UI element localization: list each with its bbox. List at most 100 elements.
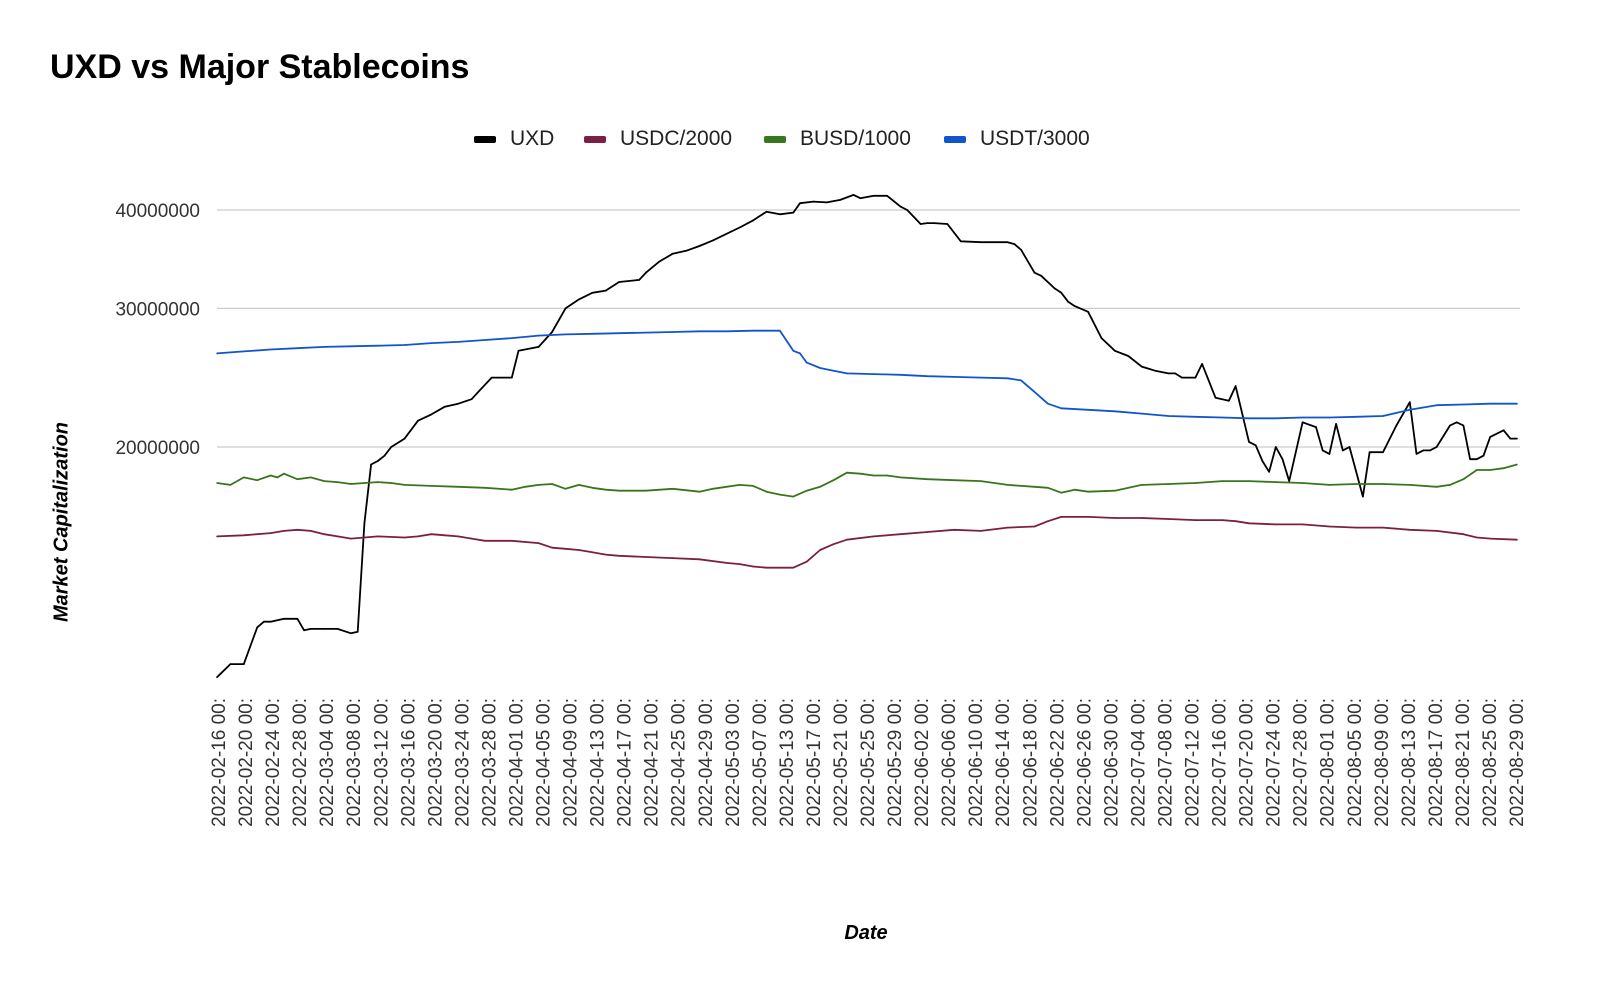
- data-point: [1214, 396, 1217, 399]
- data-point: [1275, 446, 1277, 448]
- data-point: [1288, 480, 1290, 482]
- chart-title: UXD vs Major Stablecoins: [50, 48, 470, 86]
- data-point: [444, 405, 446, 408]
- data-point: [805, 361, 808, 364]
- data-point: [1194, 416, 1197, 418]
- data-point: [1516, 538, 1518, 541]
- x-tick-label: 2022-06-14 00:: [993, 698, 1014, 827]
- data-point: [1462, 478, 1465, 481]
- data-point: [752, 485, 754, 487]
- data-point: [578, 484, 580, 486]
- x-tick-label: 2022-06-02 00:: [912, 698, 933, 827]
- data-point: [1462, 533, 1465, 535]
- data-point: [658, 260, 661, 263]
- data-point: [310, 476, 312, 479]
- data-point: [1281, 458, 1284, 461]
- data-point: [1275, 417, 1277, 420]
- series-uxd: [216, 193, 1518, 678]
- data-point: [1422, 449, 1424, 452]
- data-point: [859, 197, 862, 199]
- data-point: [1409, 484, 1411, 486]
- x-tick-label: 2022-04-25 00:: [669, 698, 690, 827]
- x-tick-label: 2022-03-20 00:: [425, 698, 446, 827]
- data-point: [698, 490, 701, 493]
- data-point: [1489, 469, 1491, 471]
- data-point: [685, 250, 687, 252]
- legend-item: USDT/3000: [944, 127, 1090, 151]
- data-point: [216, 352, 218, 355]
- data-point: [484, 339, 486, 341]
- x-tick-label: 2022-04-05 00:: [534, 698, 555, 827]
- data-point: [403, 437, 406, 440]
- data-point: [980, 241, 982, 243]
- data-point: [350, 345, 352, 348]
- data-point: [1006, 484, 1009, 486]
- data-point: [1409, 409, 1411, 411]
- data-point: [1462, 403, 1465, 406]
- data-point: [1362, 495, 1364, 498]
- data-point: [1087, 409, 1089, 411]
- data-point: [537, 334, 540, 337]
- data-point: [1060, 407, 1063, 410]
- data-point: [1469, 458, 1471, 461]
- data-point: [980, 376, 982, 379]
- gridlines: [217, 209, 1520, 448]
- data-point: [1167, 372, 1170, 375]
- data-point: [1040, 275, 1042, 277]
- data-point: [1382, 526, 1384, 529]
- data-point: [1268, 471, 1270, 473]
- data-point: [1328, 484, 1331, 486]
- data-point: [799, 202, 801, 204]
- data-point: [859, 472, 862, 475]
- data-point: [1315, 426, 1317, 428]
- x-tick-label: 2022-04-01 00:: [507, 698, 528, 827]
- x-tick-label: 2022-07-08 00:: [1156, 698, 1177, 827]
- data-point: [899, 374, 902, 376]
- data-point: [336, 535, 339, 538]
- data-point: [765, 566, 768, 569]
- data-point: [638, 279, 640, 281]
- data-point: [738, 563, 741, 565]
- data-point: [591, 292, 594, 294]
- x-tick-label: 2022-03-08 00:: [344, 698, 365, 827]
- data-point: [1375, 451, 1378, 454]
- x-tick-label: 2022-08-25 00:: [1480, 698, 1501, 827]
- data-point: [484, 487, 486, 489]
- data-point: [1429, 449, 1431, 452]
- data-point: [1221, 519, 1223, 521]
- data-point: [263, 620, 265, 623]
- data-point: [1181, 376, 1183, 379]
- data-point: [1060, 491, 1063, 494]
- data-point: [1033, 525, 1036, 528]
- data-point: [1462, 424, 1465, 427]
- data-point: [946, 223, 949, 225]
- data-point: [933, 222, 935, 224]
- data-point: [551, 331, 553, 333]
- data-point: [752, 565, 754, 568]
- data-point: [926, 531, 929, 533]
- data-point: [1234, 385, 1237, 387]
- y-tick-label: 20000000: [115, 438, 200, 459]
- data-point: [805, 489, 808, 492]
- legend-item: USDC/2000: [584, 127, 732, 151]
- data-point: [1047, 402, 1049, 405]
- data-point: [1435, 446, 1438, 448]
- data-point: [812, 200, 815, 203]
- data-point: [256, 479, 259, 482]
- data-point: [1455, 421, 1458, 424]
- data-point: [1382, 415, 1384, 417]
- data-point: [872, 373, 875, 375]
- data-point: [377, 535, 379, 538]
- data-point: [1321, 449, 1324, 452]
- series-usdc-2000: [216, 516, 1518, 569]
- x-tick-label: 2022-03-16 00:: [398, 698, 419, 827]
- data-point: [645, 331, 647, 334]
- data-point: [899, 205, 902, 208]
- x-tick-label: 2022-05-17 00:: [804, 698, 825, 827]
- data-point: [604, 553, 607, 556]
- data-point: [243, 534, 245, 537]
- data-point: [1167, 483, 1170, 485]
- data-point: [457, 341, 460, 343]
- data-point: [1140, 517, 1143, 519]
